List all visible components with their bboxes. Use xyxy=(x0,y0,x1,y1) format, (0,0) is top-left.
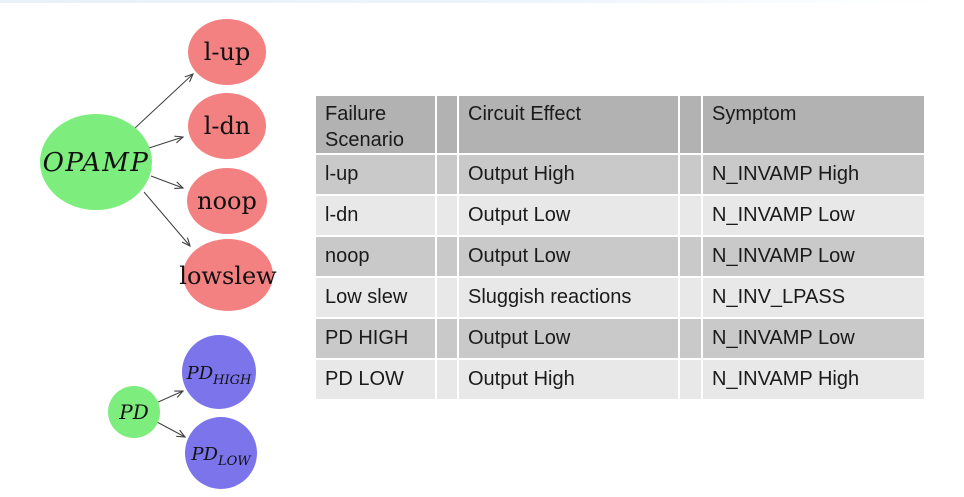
node-pd-high xyxy=(182,335,256,409)
fault-tree-svg: OPAMP l-up l-dn noop lowslew PD PDHIGH P… xyxy=(40,19,277,489)
node-pd xyxy=(108,386,160,438)
node-lowslew-label: lowslew xyxy=(179,262,277,290)
table-row: l-up Output High N_INVAMP High xyxy=(314,153,926,196)
edge-opamp-lowslew xyxy=(143,191,191,248)
node-l-dn-label: l-dn xyxy=(204,112,251,140)
node-lowslew xyxy=(183,239,273,311)
edge-opamp-lup xyxy=(134,73,195,129)
header-spacer-1 xyxy=(435,94,459,155)
cell-symptom: N_INVAMP Low xyxy=(701,317,926,360)
header-circuit-effect: Circuit Effect xyxy=(457,94,680,155)
cell-spacer xyxy=(678,194,703,237)
cell-effect: Output Low xyxy=(457,235,680,278)
cell-symptom: N_INVAMP Low xyxy=(701,235,926,278)
node-opamp xyxy=(40,114,152,210)
header-spacer-2 xyxy=(678,94,703,155)
cell-effect: Output Low xyxy=(457,194,680,237)
table-row: l-dn Output Low N_INVAMP Low xyxy=(314,194,926,237)
edge-opamp-noop xyxy=(150,175,185,190)
node-l-dn xyxy=(188,93,266,159)
cell-spacer xyxy=(435,194,459,237)
pd-high-base: PD xyxy=(186,363,214,384)
cell-scenario: PD LOW xyxy=(314,358,437,401)
table-row: PD HIGH Output Low N_INVAMP Low xyxy=(314,317,926,360)
cell-spacer xyxy=(435,358,459,401)
node-pd-label: PD xyxy=(118,400,149,424)
cell-scenario: PD HIGH xyxy=(314,317,437,360)
cell-effect: Sluggish reactions xyxy=(457,276,680,319)
cell-spacer xyxy=(435,235,459,278)
node-noop-label: noop xyxy=(197,187,257,215)
node-l-up-label: l-up xyxy=(204,38,251,66)
header-failure-scenario: Failure Scenario xyxy=(314,94,437,155)
pd-high-sub: HIGH xyxy=(212,373,252,388)
edge-pd-pdlow xyxy=(156,421,187,438)
pd-low-sub: LOW xyxy=(217,454,252,469)
cell-spacer xyxy=(678,153,703,196)
cell-effect: Output High xyxy=(457,153,680,196)
node-l-up xyxy=(188,19,266,85)
cell-spacer xyxy=(435,153,459,196)
fault-tree-diagram: OPAMP l-up l-dn noop lowslew PD PDHIGH P… xyxy=(0,0,320,492)
node-pd-low-label: PDLOW xyxy=(190,444,252,469)
cell-effect: Output Low xyxy=(457,317,680,360)
node-noop xyxy=(187,168,267,234)
table-row: PD LOW Output High N_INVAMP High xyxy=(314,358,926,401)
cell-spacer xyxy=(435,317,459,360)
cell-symptom: N_INVAMP High xyxy=(701,153,926,196)
header-symptom: Symptom xyxy=(701,94,926,155)
cell-scenario: noop xyxy=(314,235,437,278)
cell-scenario: l-dn xyxy=(314,194,437,237)
table-row: Low slew Sluggish reactions N_INV_LPASS xyxy=(314,276,926,319)
failure-table-container: Failure Scenario Circuit Effect Symptom … xyxy=(314,94,926,401)
table-row: noop Output Low N_INVAMP Low xyxy=(314,235,926,278)
cell-spacer xyxy=(435,276,459,319)
cell-scenario: Low slew xyxy=(314,276,437,319)
table-header-row: Failure Scenario Circuit Effect Symptom xyxy=(314,94,926,155)
top-edge-strip xyxy=(0,0,964,3)
edge-pd-pdhigh xyxy=(155,390,185,404)
cell-scenario: l-up xyxy=(314,153,437,196)
cell-symptom: N_INV_LPASS xyxy=(701,276,926,319)
edge-opamp-ldn xyxy=(148,135,185,149)
pd-low-base: PD xyxy=(190,444,218,465)
cell-effect: Output High xyxy=(457,358,680,401)
cell-symptom: N_INVAMP Low xyxy=(701,194,926,237)
cell-spacer xyxy=(678,235,703,278)
cell-symptom: N_INVAMP High xyxy=(701,358,926,401)
cell-spacer xyxy=(678,276,703,319)
cell-spacer xyxy=(678,358,703,401)
node-pd-high-label: PDHIGH xyxy=(186,363,252,388)
cell-spacer xyxy=(678,317,703,360)
node-opamp-label: OPAMP xyxy=(43,148,150,178)
failure-symptom-table: Failure Scenario Circuit Effect Symptom … xyxy=(314,94,926,401)
node-pd-low xyxy=(185,417,257,489)
